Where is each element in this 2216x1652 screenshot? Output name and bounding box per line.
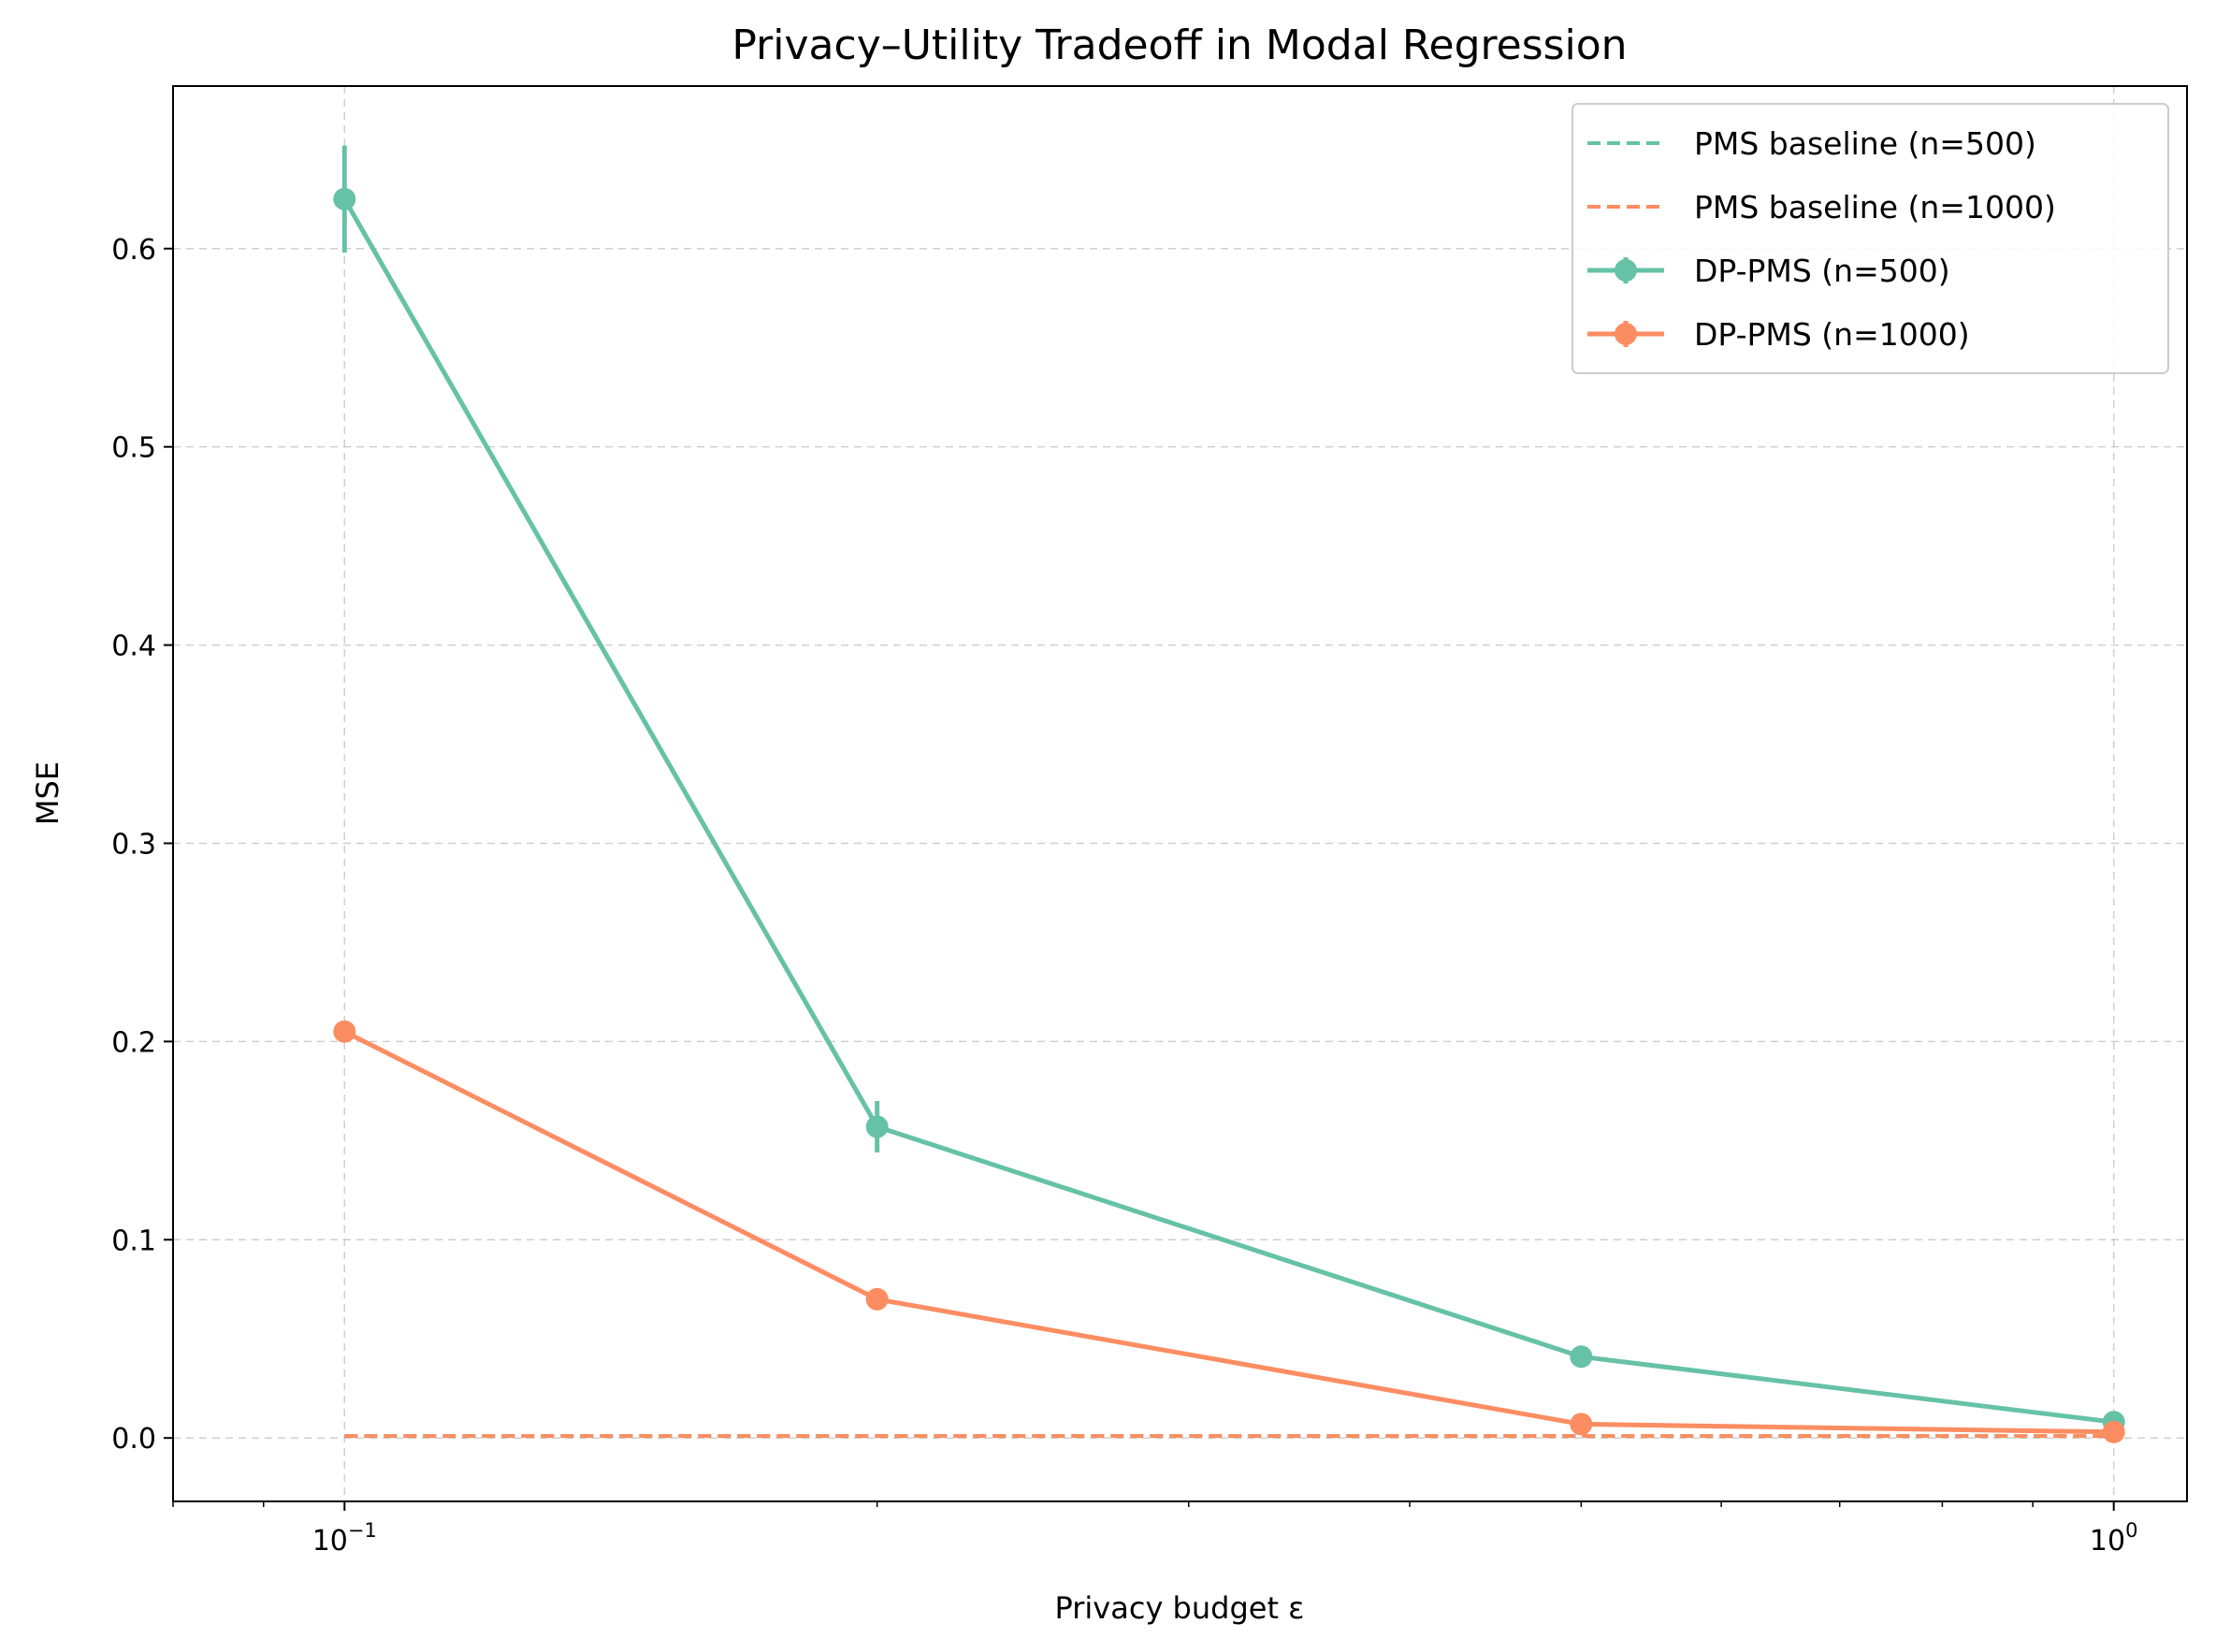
- series-line: [342, 197, 2115, 1425]
- series-line: [343, 1029, 2114, 1435]
- series-layer: [333, 145, 2125, 1443]
- data-point: [865, 1115, 889, 1138]
- plot-frame: [172, 85, 2188, 1502]
- y-tick-label: 0.4: [111, 630, 156, 663]
- legend: PMS baseline (n=500) PMS baseline (n=1000…: [1571, 103, 2169, 374]
- legend-item: DP-PMS (n=500): [1587, 253, 1950, 289]
- data-point: [865, 1287, 889, 1311]
- data-point: [333, 1020, 356, 1043]
- x-tick-label: 10−1: [312, 1519, 377, 1558]
- x-tick-label: 100: [2090, 1519, 2138, 1558]
- y-tick-label: 0.3: [111, 828, 156, 861]
- y-axis-label: MSE: [30, 761, 65, 825]
- legend-marker: [1615, 259, 1637, 282]
- legend-item: DP-PMS (n=1000): [1587, 316, 1970, 353]
- legend-marker: [1615, 323, 1637, 345]
- data-point: [1570, 1413, 1593, 1436]
- legend-box: [1571, 103, 2169, 374]
- legend-label: DP-PMS (n=500): [1694, 253, 1950, 289]
- legend-label: DP-PMS (n=1000): [1694, 316, 1970, 353]
- series-3: [333, 145, 2125, 1434]
- data-point: [1570, 1345, 1593, 1369]
- x-axis-label: Privacy budget ε: [1055, 1590, 1305, 1626]
- y-tick-label: 0.1: [111, 1225, 156, 1257]
- data-point: [333, 187, 356, 210]
- y-tick-label: 0.0: [111, 1423, 156, 1456]
- legend-label: PMS baseline (n=1000): [1694, 189, 2056, 225]
- y-tick-label: 0.2: [111, 1026, 156, 1059]
- y-axis: 0.0 0.1 0.2 0.3 0.4 0.5 0.6: [111, 234, 173, 1456]
- y-tick-label: 0.6: [111, 234, 156, 267]
- legend-label: PMS baseline (n=500): [1694, 125, 2036, 162]
- legend-item: PMS baseline (n=500): [1587, 125, 2036, 162]
- y-tick-label: 0.5: [111, 432, 156, 465]
- data-point: [2102, 1420, 2125, 1443]
- x-axis: 10−1 100: [172, 1501, 2138, 1558]
- chart-title: Privacy–Utility Tradeoff in Modal Regres…: [731, 22, 1627, 69]
- series-4: [333, 1020, 2125, 1443]
- legend-item: PMS baseline (n=1000): [1587, 189, 2056, 225]
